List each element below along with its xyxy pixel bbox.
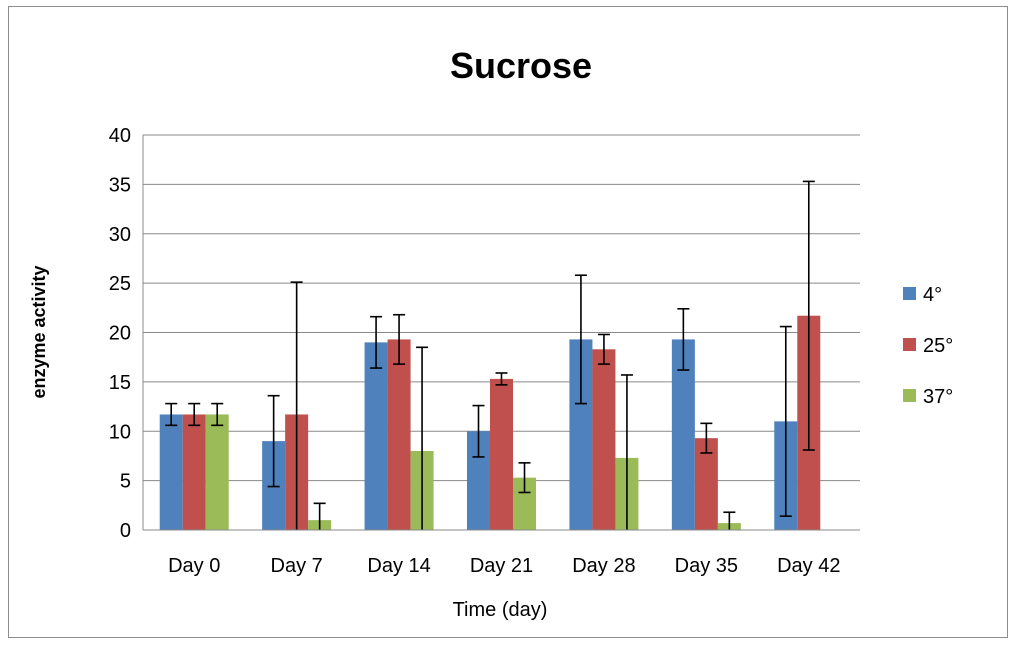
error-bar <box>518 462 531 494</box>
error-bar <box>723 511 736 530</box>
y-tick-label: 15 <box>109 372 131 394</box>
error-bar <box>802 180 815 451</box>
bar <box>671 339 695 530</box>
error-bar <box>597 333 610 365</box>
x-tick-label: Day 7 <box>271 555 323 577</box>
legend-item: 37° <box>903 386 953 408</box>
error-bar <box>574 274 587 405</box>
bar <box>387 339 411 530</box>
legend-swatch <box>903 287 916 300</box>
error-bar <box>393 313 406 365</box>
error-bar <box>472 404 485 458</box>
x-tick-label: Day 42 <box>777 555 840 577</box>
error-bar <box>267 394 280 488</box>
bar <box>513 477 536 530</box>
error-bar <box>416 346 429 530</box>
bar <box>490 378 513 530</box>
y-tick-label: 5 <box>120 471 131 493</box>
x-tick-label: Day 28 <box>572 555 635 577</box>
error-bars <box>143 180 860 531</box>
y-tick-label: 40 <box>109 125 131 147</box>
bar <box>467 431 490 530</box>
bar <box>364 342 388 530</box>
legend-label: 37° <box>923 386 953 408</box>
bar <box>205 414 229 530</box>
y-tick-labels: 0 5 10 15 20 25 30 35 40 <box>109 125 131 542</box>
x-tick-label: Day 21 <box>470 555 533 577</box>
legend-swatch <box>903 389 916 402</box>
y-axis-label: enzyme activity <box>29 265 49 398</box>
y-tick-label: 0 <box>120 520 131 542</box>
x-tick-label: Day 35 <box>675 555 738 577</box>
legend-label: 25° <box>923 335 953 357</box>
y-tick-label: 30 <box>109 224 131 246</box>
error-bar <box>620 374 633 530</box>
error-bar <box>165 402 178 427</box>
x-tick-label: Day 14 <box>367 555 430 577</box>
legend-item: 25° <box>903 335 953 357</box>
bar <box>592 349 616 530</box>
error-bar <box>370 315 383 369</box>
error-bar <box>495 372 508 386</box>
legend: 4° 25° 37° <box>903 284 953 408</box>
x-axis-label: Time (day) <box>453 599 548 621</box>
error-bar <box>211 402 224 427</box>
legend-label: 4° <box>923 284 942 306</box>
y-tick-label: 25 <box>109 273 131 295</box>
error-bar <box>188 402 201 427</box>
bar <box>182 414 206 530</box>
chart-frame <box>8 6 1008 638</box>
y-tick-label: 35 <box>109 174 131 196</box>
x-tick-labels: Day 0 Day 7 Day 14 Day 21 Day 28 Day 35 Day 42 <box>168 555 840 577</box>
y-tick-label: 20 <box>109 323 131 345</box>
error-bar <box>290 281 303 530</box>
error-bar <box>313 502 326 530</box>
bar <box>159 414 183 530</box>
error-bar <box>700 422 713 454</box>
y-tick-label: 10 <box>109 421 131 443</box>
bars <box>159 315 821 530</box>
bar <box>694 438 718 530</box>
legend-item: 4° <box>903 284 942 306</box>
error-bar <box>677 307 690 371</box>
error-bar <box>779 325 792 517</box>
x-tick-label: Day 0 <box>168 555 220 577</box>
chart-title: Sucrose <box>450 45 592 86</box>
legend-swatch <box>903 338 916 351</box>
bar <box>569 339 593 530</box>
